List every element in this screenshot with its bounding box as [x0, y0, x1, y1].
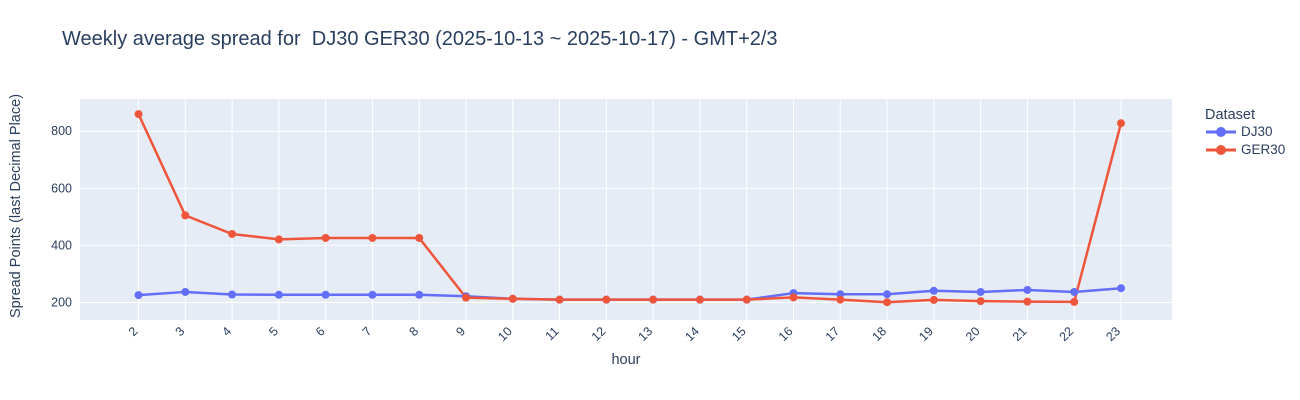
svg-text:200: 200: [51, 296, 72, 310]
svg-text:2: 2: [126, 324, 141, 339]
svg-text:Spread Points (last Decimal Pl: Spread Points (last Decimal Place): [8, 94, 24, 318]
svg-text:17: 17: [823, 324, 843, 344]
svg-text:400: 400: [51, 238, 72, 252]
svg-text:GER30: GER30: [1241, 142, 1285, 157]
svg-text:7: 7: [360, 324, 375, 339]
svg-text:13: 13: [636, 324, 656, 344]
svg-text:15: 15: [729, 324, 749, 344]
svg-text:hour: hour: [611, 352, 640, 368]
svg-text:800: 800: [51, 124, 72, 138]
svg-text:19: 19: [916, 324, 936, 344]
svg-text:8: 8: [407, 324, 422, 339]
svg-text:21: 21: [1010, 324, 1030, 344]
svg-text:9: 9: [453, 324, 468, 339]
svg-text:600: 600: [51, 181, 72, 195]
svg-text:Dataset: Dataset: [1205, 107, 1255, 123]
svg-text:23: 23: [1103, 324, 1123, 344]
svg-text:22: 22: [1057, 324, 1077, 344]
svg-text:12: 12: [589, 324, 609, 344]
svg-text:10: 10: [495, 324, 515, 344]
svg-text:14: 14: [682, 324, 702, 344]
svg-text:4: 4: [219, 324, 234, 339]
svg-text:6: 6: [313, 324, 328, 339]
svg-text:5: 5: [266, 324, 281, 339]
svg-text:3: 3: [173, 324, 188, 339]
svg-text:20: 20: [963, 324, 983, 344]
svg-text:DJ30: DJ30: [1241, 124, 1273, 139]
svg-text:16: 16: [776, 324, 796, 344]
svg-text:18: 18: [869, 324, 889, 344]
svg-text:11: 11: [543, 324, 562, 343]
